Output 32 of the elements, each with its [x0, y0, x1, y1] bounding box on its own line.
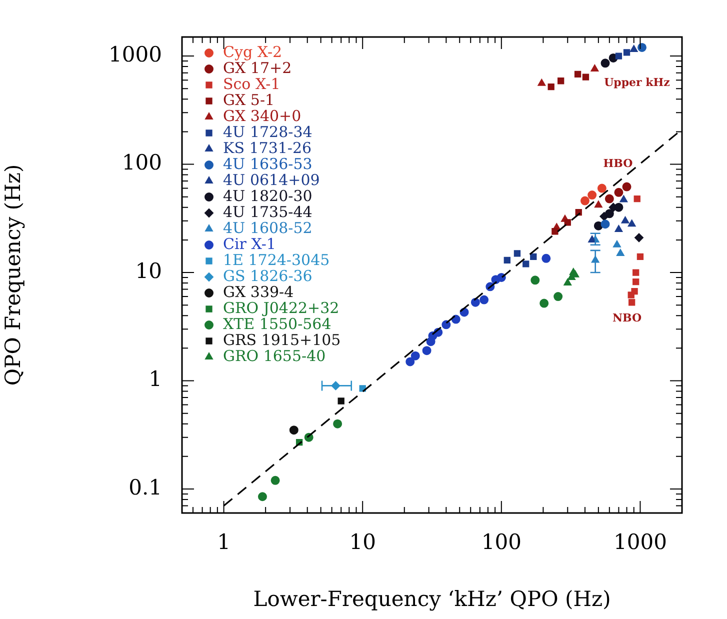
- x-tick-label: 1000: [613, 530, 667, 554]
- annotation: HBO: [603, 156, 634, 170]
- legend-label: 1E 1724-3045: [223, 250, 330, 269]
- annotation: NBO: [612, 312, 642, 325]
- y-tick-label: 1: [148, 367, 162, 392]
- legend-label: 4U 0614+09: [223, 170, 320, 189]
- legend-label: Cir X-1: [223, 234, 276, 253]
- y-tick-label: 1000: [108, 42, 162, 67]
- text: Cyg X-2: [223, 42, 282, 61]
- x-tick-label: 100: [481, 530, 522, 554]
- y-axis-title: QPO Frequency (Hz): [1, 164, 26, 386]
- legend-label: 4U 1735-44: [223, 202, 312, 221]
- x-axis-title: Lower-Frequency ‘kHz’ QPO (Hz): [253, 586, 611, 611]
- x-tick-label: 10: [349, 530, 376, 554]
- y-tick-label: 10: [135, 258, 162, 283]
- legend-label: 4U 1608-52: [223, 218, 312, 237]
- legend-label: GX 339-4: [223, 282, 294, 301]
- legend-label: 4U 1820-30: [223, 186, 312, 205]
- legend-label: GRO J0422+32: [223, 298, 340, 317]
- legend-label: KS 1731-26: [223, 138, 312, 157]
- legend-label: GX 5-1: [223, 90, 275, 109]
- legend-label: 4U 1636-53: [223, 154, 312, 173]
- legend-label: GRO 1655-40: [223, 346, 326, 365]
- legend-label: GRS 1915+105: [223, 330, 341, 349]
- y-tick-label: 0.1: [128, 475, 162, 500]
- legend-label: 4U 1728-34: [223, 122, 312, 141]
- y-tick-label: 100: [122, 150, 162, 175]
- x-tick-label: 1: [217, 530, 230, 554]
- legend-label: GS 1826-36: [223, 266, 312, 285]
- annotation: Upper kHz: [604, 76, 670, 90]
- legend-label: Sco X-1: [223, 74, 280, 93]
- legend-label: GX 340+0: [223, 106, 302, 125]
